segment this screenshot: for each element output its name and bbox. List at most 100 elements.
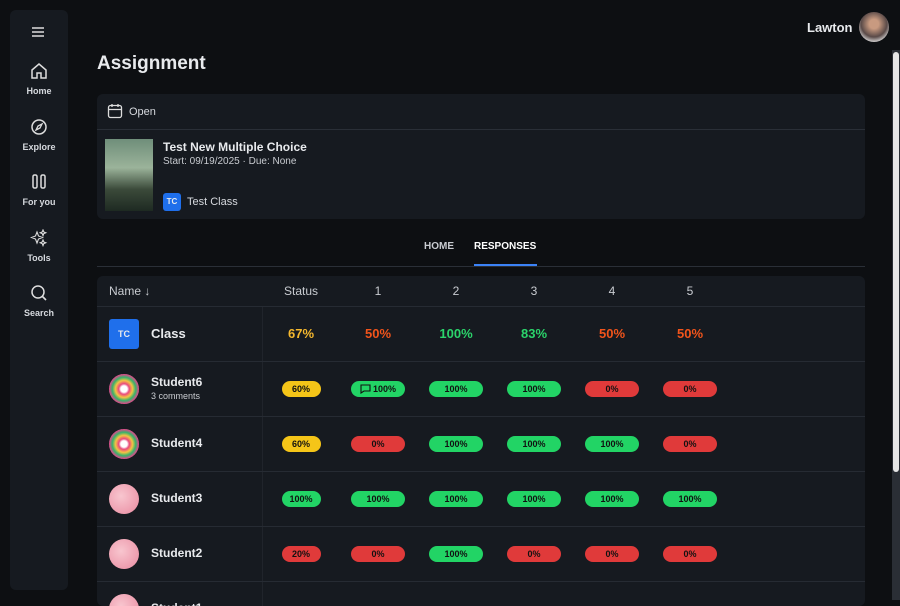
tab[interactable]: HOME: [424, 241, 454, 252]
score: 100%: [678, 494, 702, 504]
score: 60%: [291, 439, 310, 449]
score-pill[interactable]: 0%: [351, 436, 405, 452]
score: 100%: [372, 384, 397, 394]
score-pill[interactable]: 0%: [663, 381, 717, 397]
column-header[interactable]: 3: [530, 284, 538, 298]
class-badge: TC: [109, 319, 139, 349]
score: 0%: [683, 549, 697, 559]
student-row[interactable]: Student6 3 comments 60% 100% 100% 100% 0% 0%: [97, 361, 865, 416]
nav-icon: [31, 63, 47, 79]
score-pill[interactable]: 100%: [507, 436, 561, 452]
nav-item[interactable]: Explore: [10, 118, 68, 152]
score-pill[interactable]: 100%: [585, 491, 639, 507]
student-row[interactable]: Student1: [97, 581, 865, 606]
score-pill[interactable]: 100%: [429, 381, 483, 397]
score-pill[interactable]: 0%: [663, 546, 717, 562]
column-header[interactable]: 1: [374, 284, 382, 298]
score-pill[interactable]: 60%: [281, 381, 321, 397]
assignment-card: Open Test New Multiple Choice Start: 09/…: [97, 94, 865, 219]
score: 0%: [371, 439, 385, 449]
score: 0%: [605, 549, 619, 559]
nav-item[interactable]: Tools: [10, 228, 68, 263]
score: 100%: [522, 384, 546, 394]
nav-icon: [32, 174, 46, 189]
score-pill[interactable]: 100%: [351, 381, 405, 397]
score: 0%: [683, 439, 697, 449]
student-row[interactable]: Student4 60% 0% 100% 100% 100% 0%: [97, 416, 865, 471]
tabs-divider: [97, 266, 865, 267]
score: 100%: [444, 439, 468, 449]
class-badge: TC: [163, 193, 181, 211]
score-pill[interactable]: 100%: [281, 491, 321, 507]
student-avatar: [109, 539, 139, 569]
menu-icon[interactable]: [31, 26, 45, 38]
score-pill[interactable]: 0%: [351, 546, 405, 562]
student-name[interactable]: Student6: [151, 375, 203, 389]
student-avatar: [109, 484, 139, 514]
student-name[interactable]: Student1: [151, 601, 202, 606]
class-score: 50%: [364, 326, 392, 341]
nav-icon: [31, 118, 47, 135]
page-title: Assignment: [97, 53, 206, 74]
score-pill[interactable]: 0%: [585, 381, 639, 397]
score-pill[interactable]: 100%: [429, 436, 483, 452]
nav-label: Home: [26, 86, 52, 96]
student-name[interactable]: Student2: [151, 546, 203, 560]
column-header[interactable]: 2: [452, 284, 460, 298]
student-avatar: [109, 374, 139, 404]
class-score: 100%: [439, 326, 473, 341]
score-pill[interactable]: 100%: [429, 546, 483, 562]
cover-image: [105, 139, 153, 211]
nav-icon: [31, 285, 47, 301]
column-header[interactable]: 4: [608, 284, 616, 298]
class-row: TC Class 67% 50% 100% 83% 50% 50%: [97, 306, 865, 361]
student-name[interactable]: Student3: [151, 491, 203, 505]
class-score: 83%: [520, 326, 548, 341]
nav-label: Search: [23, 308, 55, 318]
score-pill[interactable]: 100%: [507, 491, 561, 507]
scrollbar-thumb[interactable]: [893, 52, 899, 472]
nav-item[interactable]: Search: [10, 284, 68, 318]
column-divider: [262, 306, 263, 606]
score-pill[interactable]: 0%: [507, 546, 561, 562]
student-name[interactable]: Student4: [151, 436, 203, 450]
score-pill[interactable]: 100%: [585, 436, 639, 452]
nav-item[interactable]: For you: [10, 173, 68, 207]
class-score: 67%: [287, 326, 315, 341]
score-pill[interactable]: 100%: [429, 491, 483, 507]
student-avatar: [109, 594, 139, 606]
tab-active[interactable]: RESPONSES: [474, 241, 537, 252]
responses-table: Name ↓ Status 1 2 3 4 5 TC Class 67% 50% 100% 83% 50%…: [97, 276, 865, 606]
student-row[interactable]: Student3 100% 100% 100% 100% 100% 100%: [97, 471, 865, 526]
assignment-title[interactable]: Test New Multiple Choice: [163, 140, 307, 154]
column-header[interactable]: Status: [283, 284, 319, 298]
score-pill[interactable]: 20%: [281, 546, 321, 562]
score-pill[interactable]: 0%: [663, 436, 717, 452]
score-pill[interactable]: 100%: [663, 491, 717, 507]
sidebar: Home Explore For you Tools Search: [10, 10, 68, 590]
score: 0%: [683, 384, 697, 394]
score: 100%: [522, 494, 546, 504]
score: 60%: [291, 384, 310, 394]
column-header[interactable]: Name ↓: [109, 284, 151, 298]
score-pill[interactable]: 60%: [281, 436, 321, 452]
score: 0%: [527, 549, 541, 559]
class-name[interactable]: Class: [151, 326, 186, 341]
score: 100%: [600, 439, 624, 449]
comment-count: 3 comments: [151, 391, 201, 401]
column-header[interactable]: 5: [686, 284, 694, 298]
score: 100%: [444, 494, 468, 504]
user-name[interactable]: Lawton: [807, 20, 853, 35]
score-pill[interactable]: 0%: [585, 546, 639, 562]
student-row[interactable]: Student2 20% 0% 100% 0% 0% 0%: [97, 526, 865, 581]
score: 100%: [600, 494, 624, 504]
score: 100%: [444, 549, 468, 559]
score-pill[interactable]: 100%: [351, 491, 405, 507]
class-name[interactable]: Test Class: [187, 196, 238, 208]
user-avatar[interactable]: [859, 12, 889, 42]
nav-item[interactable]: Home: [10, 62, 68, 96]
score-pill[interactable]: 100%: [507, 381, 561, 397]
assignment-dates: Start: 09/19/2025 · Due: None: [163, 156, 297, 167]
class-score: 50%: [598, 326, 626, 341]
